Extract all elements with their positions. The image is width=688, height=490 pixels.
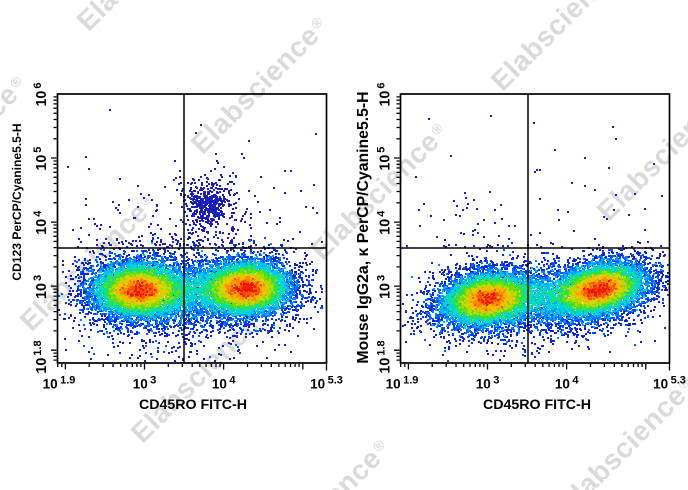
svg-text:101.9: 10 1.9 [43,374,76,391]
svg-text:101.8: 101.8 [376,340,394,373]
svg-text:106: 106 [32,82,50,106]
svg-text:CD123 PerCP/Cyanine5.5-H: CD123 PerCP/Cyanine5.5-H [10,123,24,280]
svg-text:103: 103 [376,275,394,299]
svg-text:104: 104 [32,210,50,235]
svg-text:104: 104 [212,374,237,391]
svg-text:104: 104 [555,374,580,391]
svg-text:105.3: 10 5.3 [653,374,686,391]
svg-text:103: 103 [133,374,157,391]
svg-text:105: 105 [32,147,50,171]
svg-text:101.8: 101.8 [32,340,50,373]
svg-text:103: 103 [476,374,500,391]
svg-text:103: 103 [32,275,50,299]
svg-text:104: 104 [376,210,394,235]
svg-text:CD45RO FITC-H: CD45RO FITC-H [483,397,591,413]
svg-text:106: 106 [376,82,394,106]
svg-text:101.9: 10 1.9 [386,374,419,391]
svg-text:105.3: 10 5.3 [310,374,343,391]
svg-text:Mouse IgG2a, κ PerCP/Cyanine5.: Mouse IgG2a, κ PerCP/Cyanine5.5-H [355,91,372,363]
svg-text:CD45RO FITC-H: CD45RO FITC-H [139,397,247,413]
svg-text:105: 105 [376,147,394,171]
